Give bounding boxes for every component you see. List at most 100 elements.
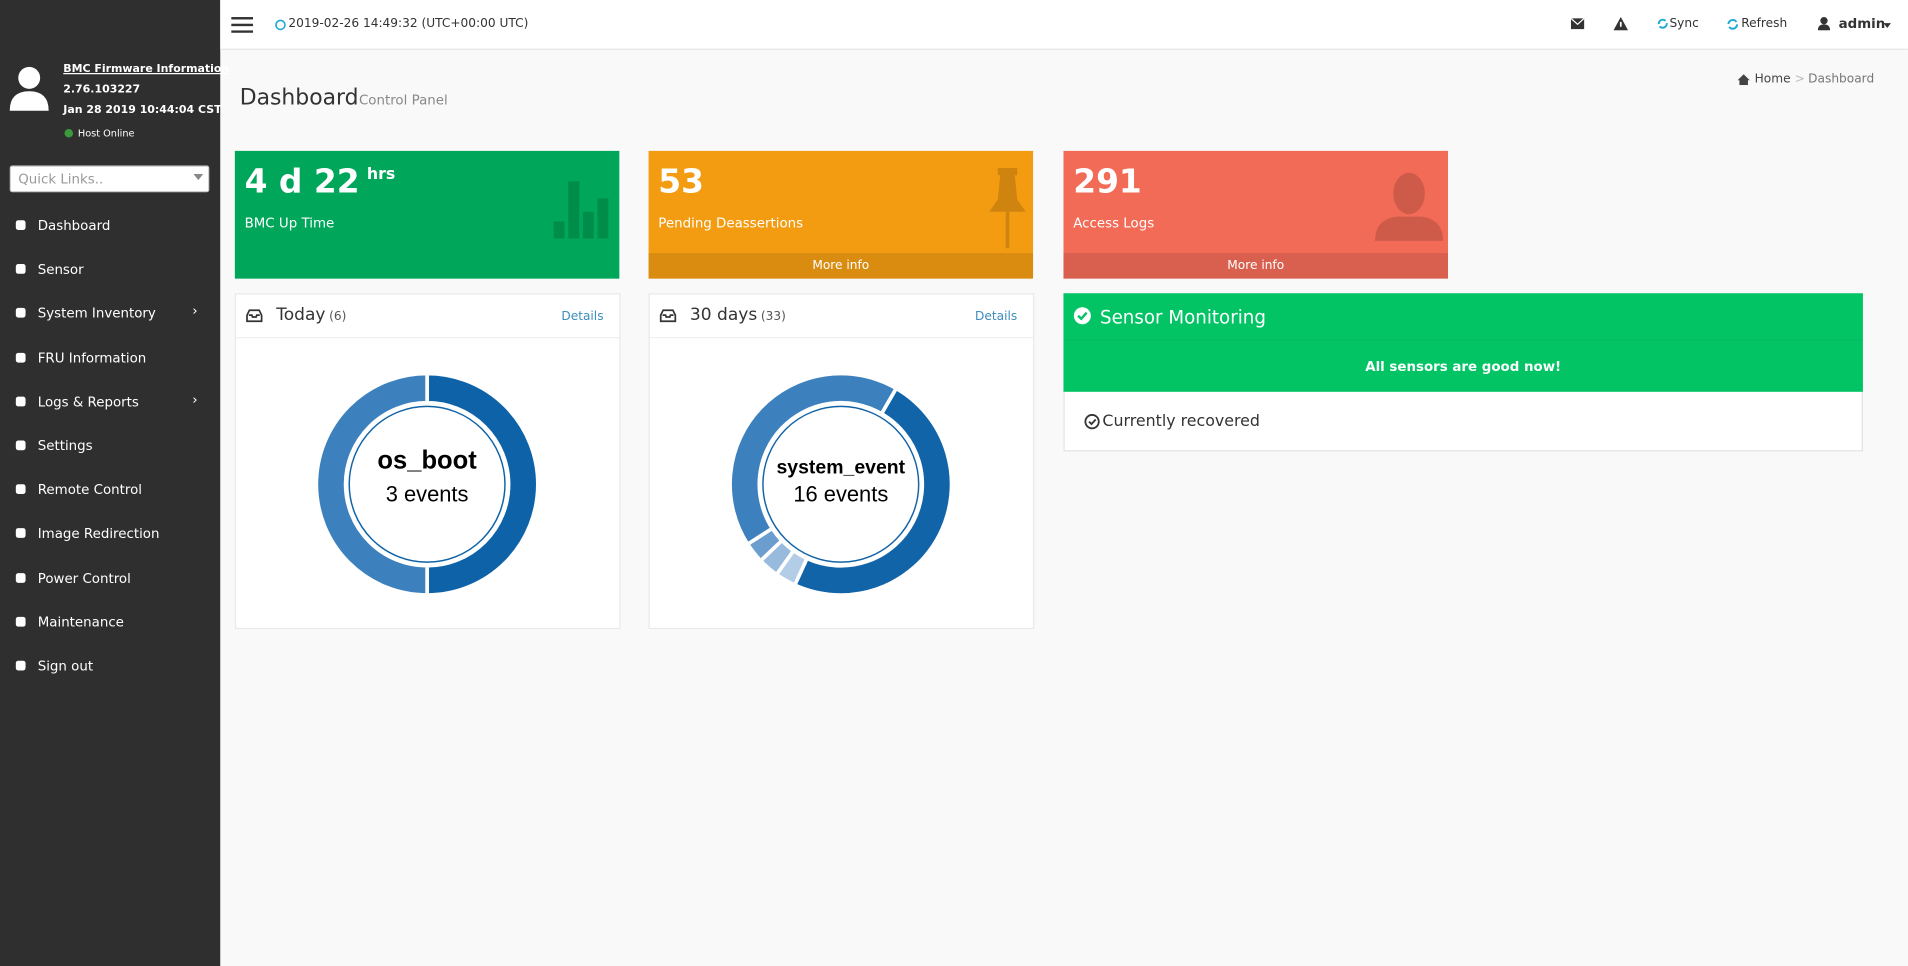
refresh-button[interactable]: Refresh [1741, 17, 1788, 31]
sync-icon [1657, 18, 1668, 29]
menu-item[interactable]: Dashboard [0, 203, 220, 247]
stat-value: 291 [1073, 163, 1142, 201]
stat-box: 291 Access Logs More info [1063, 150, 1448, 279]
firmware-link[interactable]: BMC Firmware Information [63, 63, 230, 76]
datetime: 2019-02-26 14:49:32 (UTC+00:00 UTC) [288, 17, 529, 31]
donut-highlight-ring [348, 405, 506, 563]
inbox-shape [246, 309, 263, 323]
menu-icon [15, 440, 26, 451]
menu-label: Dashboard [37, 217, 111, 234]
breadcrumb-separator: > [1794, 73, 1805, 87]
menu-icon [15, 352, 26, 363]
inbox-icon [246, 309, 263, 323]
sync-button[interactable]: Sync [1669, 17, 1699, 31]
menu-item[interactable]: Power Control [0, 556, 220, 600]
breadcrumb-home[interactable]: Home [1754, 73, 1791, 87]
menu-item[interactable]: Sign out [0, 644, 220, 688]
donut-center-name: os_boot [377, 446, 477, 474]
quick-links[interactable]: Quick Links.. [9, 165, 210, 193]
donut-chart: system_event 16 events [728, 371, 954, 597]
menu-item[interactable]: System Inventory › [0, 291, 220, 335]
stat-label: Pending Deassertions [658, 215, 804, 232]
details-link[interactable]: Details [975, 310, 1018, 324]
menu-label: Sensor [37, 261, 84, 278]
menu-label: Logs & Reports [37, 393, 139, 410]
donut-segment [728, 371, 899, 547]
menu-icon [15, 264, 26, 275]
panel-title: 30 days (33) [690, 305, 786, 324]
stat-label: BMC Up Time [244, 215, 335, 232]
stat-number: 4 d 22 [244, 163, 360, 201]
menu-item[interactable]: Sensor [0, 247, 220, 291]
user-menu[interactable]: admin [1838, 15, 1886, 32]
host-status: Host Online [77, 127, 135, 139]
inbox-icon [659, 309, 677, 323]
stat-unit: hrs [366, 165, 396, 184]
sidebar: BMC Firmware Information 2.76.103227 Jan… [0, 0, 229, 966]
user-icon [1817, 17, 1831, 31]
breadcrumb-current: Dashboard [1808, 73, 1875, 87]
menu-item[interactable]: Logs & Reports › [0, 379, 220, 423]
donut-chart: os_boot 3 events [314, 371, 540, 597]
stat-box: 53 Pending Deassertions More info [648, 150, 1034, 279]
menu-icon [15, 528, 26, 539]
panel-header: Today (6) Details [236, 294, 620, 339]
menu-item[interactable]: Settings [0, 423, 220, 467]
panel-count: (33) [760, 310, 786, 324]
page-title: Dashboard [239, 85, 359, 111]
sensor-status: All sensors are good now! [1365, 358, 1562, 375]
menu-item[interactable]: Remote Control [0, 467, 220, 511]
check-icon [1073, 307, 1091, 325]
donut-highlight-ring [762, 405, 920, 563]
menu-icon [15, 660, 26, 671]
panel-header: 30 days (33) Details [649, 294, 1034, 339]
menu-icon [15, 396, 26, 407]
menu-icon [15, 484, 26, 495]
menu-label: Sign out [37, 658, 94, 675]
sensor-header [1063, 293, 1863, 392]
mail-icon[interactable] [1570, 18, 1585, 30]
panel-title: Today (6) [276, 305, 346, 324]
pin-icon [989, 167, 1026, 249]
menu-icon [15, 220, 26, 230]
menu-label: Power Control [37, 570, 131, 587]
menu-item[interactable]: FRU Information [0, 335, 220, 379]
menu-label: Remote Control [37, 482, 143, 498]
panel-title-text: Today [276, 305, 326, 325]
stat-label: Access Logs [1073, 215, 1155, 232]
menu-icon [15, 308, 26, 319]
dropdown-caret [193, 174, 204, 181]
details-link[interactable]: Details [561, 310, 604, 324]
stat-box: 4 d 22 hrs BMC Up Time [234, 150, 620, 279]
menu-item[interactable]: Image Redirection [0, 512, 220, 556]
menu-label: Image Redirection [37, 526, 160, 542]
menu-label: Maintenance [37, 614, 124, 631]
divider [1064, 339, 1862, 341]
more-info-link[interactable]: More info [648, 253, 1034, 279]
menu-icon [15, 616, 26, 627]
submenu-arrow: › [192, 303, 198, 320]
menu-label: System Inventory [37, 305, 156, 322]
user-caret [1883, 23, 1891, 28]
stat-value: 4 d 22 hrs [245, 163, 396, 201]
more-info-link[interactable]: More info [1063, 253, 1448, 279]
topbar: 2019-02-26 14:49:32 (UTC+00:00 UTC) Sync… [220, 0, 1908, 50]
menu-item[interactable]: Maintenance [0, 600, 220, 644]
menu-label: Settings [37, 438, 93, 454]
menu-label: FRU Information [37, 349, 147, 366]
alert-icon[interactable] [1613, 17, 1629, 31]
page-subtitle: Control Panel [358, 92, 448, 109]
donut-segment [792, 385, 954, 597]
user-silhouette [1374, 172, 1444, 241]
donut-segment [314, 371, 429, 597]
menu-toggle[interactable] [231, 17, 254, 33]
firmware-version: 2.76.103227 [63, 83, 141, 97]
quick-links-placeholder: Quick Links.. [18, 171, 104, 188]
recovered-icon [1084, 414, 1100, 430]
donut-center-label: 3 events [386, 481, 469, 506]
sensor-note: Currently recovered [1102, 412, 1260, 431]
refresh-icon [1727, 18, 1739, 30]
inbox-shape [659, 309, 677, 323]
build-date: Jan 28 2019 10:44:04 CST [63, 104, 222, 117]
bar-icon [553, 181, 609, 239]
